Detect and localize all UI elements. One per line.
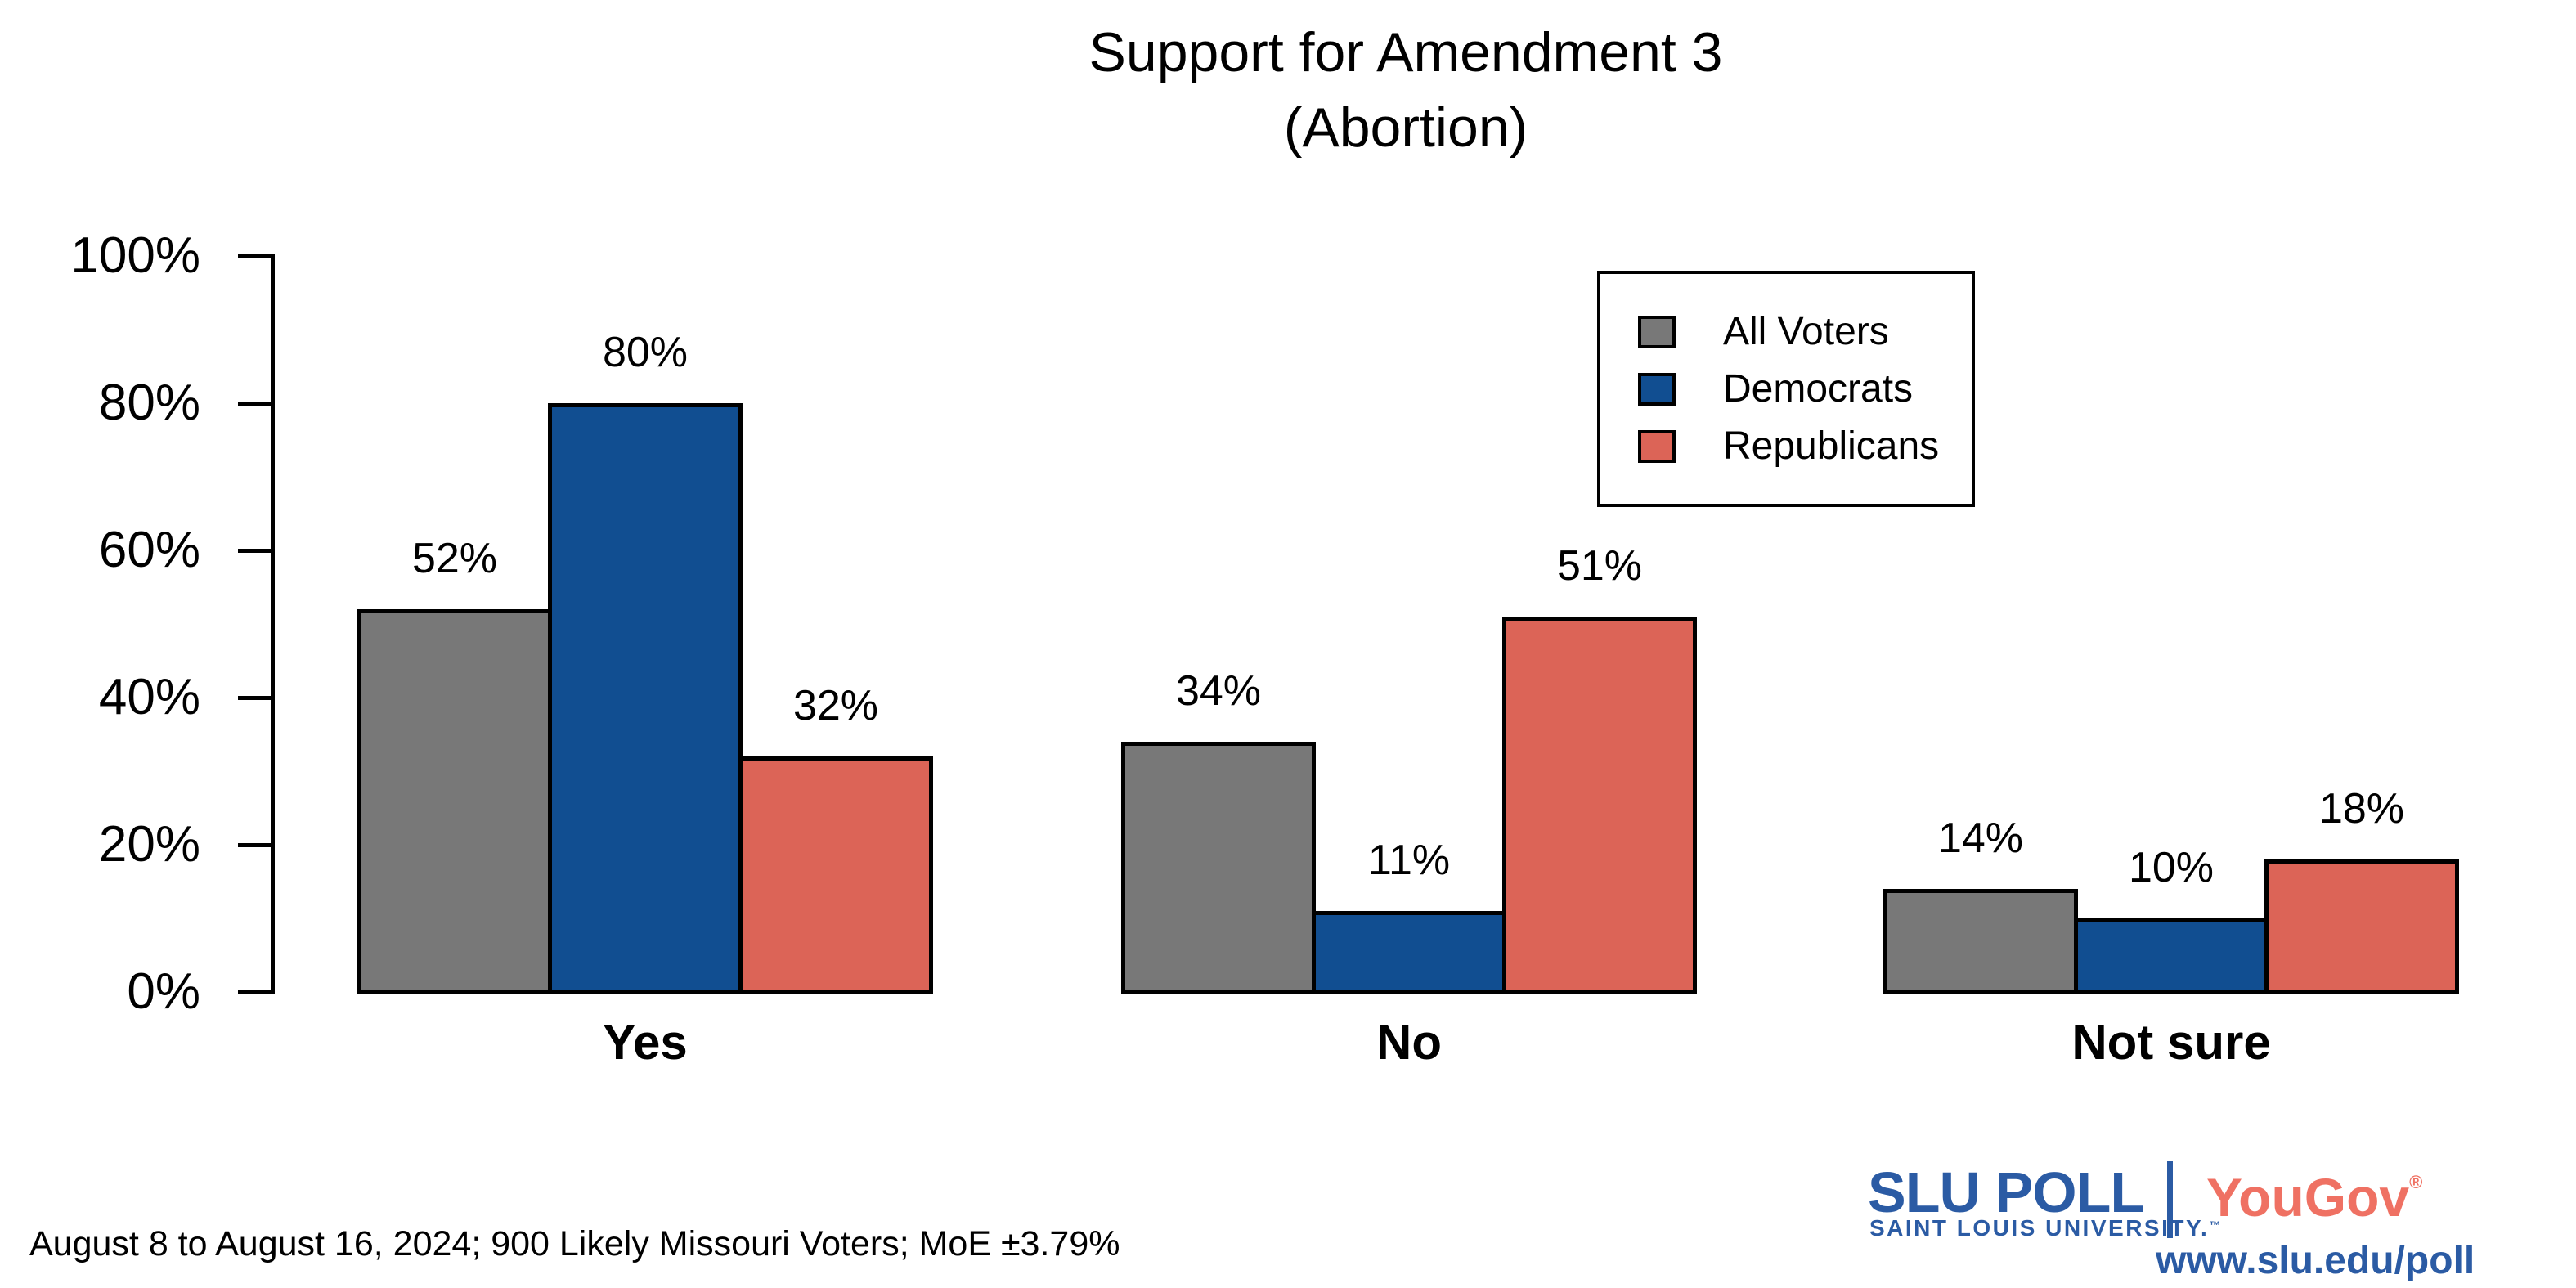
bar-yes-republicans xyxy=(738,756,933,994)
bar-yes-democrats xyxy=(548,403,743,994)
bar-value-label: 10% xyxy=(2128,844,2215,891)
y-axis-tick xyxy=(238,696,275,700)
legend-item-democrats: Democrats xyxy=(1638,367,1972,411)
y-axis-tick-label: 80% xyxy=(98,375,200,431)
x-category-label-not-sure: Not sure xyxy=(2071,1015,2271,1070)
bar-notsure-all-voters xyxy=(1883,889,2078,994)
legend-label: All Voters xyxy=(1723,310,1889,353)
legend-swatch-republicans xyxy=(1638,429,1676,463)
x-category-label-yes: Yes xyxy=(603,1015,688,1070)
trademark-symbol: ™ xyxy=(2209,1218,2221,1232)
legend-swatch-all-voters xyxy=(1638,315,1676,348)
registered-symbol: ® xyxy=(2409,1172,2423,1192)
bar-notsure-republicans xyxy=(2264,859,2459,994)
y-axis-tick xyxy=(238,402,275,406)
legend-label: Democrats xyxy=(1723,367,1914,411)
legend: All Voters Democrats Republicans xyxy=(1597,271,1975,507)
y-axis-tick-label: 20% xyxy=(98,816,200,873)
yougov-logo: YouGov® xyxy=(2206,1167,2423,1227)
chart-subtitle: (Abortion) xyxy=(1283,96,1528,159)
bar-yes-all-voters xyxy=(357,609,552,994)
bar-value-label: 32% xyxy=(792,682,879,729)
y-axis-tick xyxy=(238,549,275,553)
bar-value-label: 14% xyxy=(1937,815,2024,862)
bar-notsure-democrats xyxy=(2074,918,2269,994)
bar-value-label: 11% xyxy=(1367,837,1451,884)
y-axis-tick-label: 60% xyxy=(98,522,200,578)
logo-divider xyxy=(2167,1161,2173,1238)
chart-title-block: Support for Amendment 3 (Abortion) xyxy=(275,15,2537,165)
bar-value-label: 80% xyxy=(602,329,689,376)
y-axis-tick xyxy=(238,990,275,994)
bar-value-label: 18% xyxy=(2318,785,2405,832)
y-axis-tick xyxy=(238,843,275,847)
bar-value-label: 52% xyxy=(411,535,498,582)
bar-value-label: 51% xyxy=(1556,542,1643,590)
chart-title: Support for Amendment 3 xyxy=(1088,21,1723,83)
legend-swatch-democrats xyxy=(1638,372,1676,406)
y-axis-tick-label: 40% xyxy=(98,669,200,725)
legend-item-all-voters: All Voters xyxy=(1638,310,1972,353)
x-category-label-no: No xyxy=(1376,1015,1442,1070)
y-axis-tick xyxy=(238,254,275,258)
y-axis-line xyxy=(271,254,275,994)
bar-no-republicans xyxy=(1502,617,1697,994)
legend-label: Republicans xyxy=(1723,424,1940,468)
y-axis-tick-label: 100% xyxy=(70,227,200,284)
methodology-note: August 8 to August 16, 2024; 900 Likely … xyxy=(29,1224,1120,1263)
slu-poll-logo: SLU POLL xyxy=(1868,1160,2145,1224)
bar-no-all-voters xyxy=(1121,742,1316,994)
y-axis-tick-label: 0% xyxy=(127,963,200,1020)
bar-no-democrats xyxy=(1312,911,1506,994)
legend-item-republicans: Republicans xyxy=(1638,424,1972,468)
slu-logo-subtitle: SAINT LOUIS UNIVERSITY.™ xyxy=(1869,1215,2221,1241)
slu-poll-url: www.slu.edu/poll xyxy=(2156,1239,2475,1282)
bar-value-label: 34% xyxy=(1175,667,1262,715)
